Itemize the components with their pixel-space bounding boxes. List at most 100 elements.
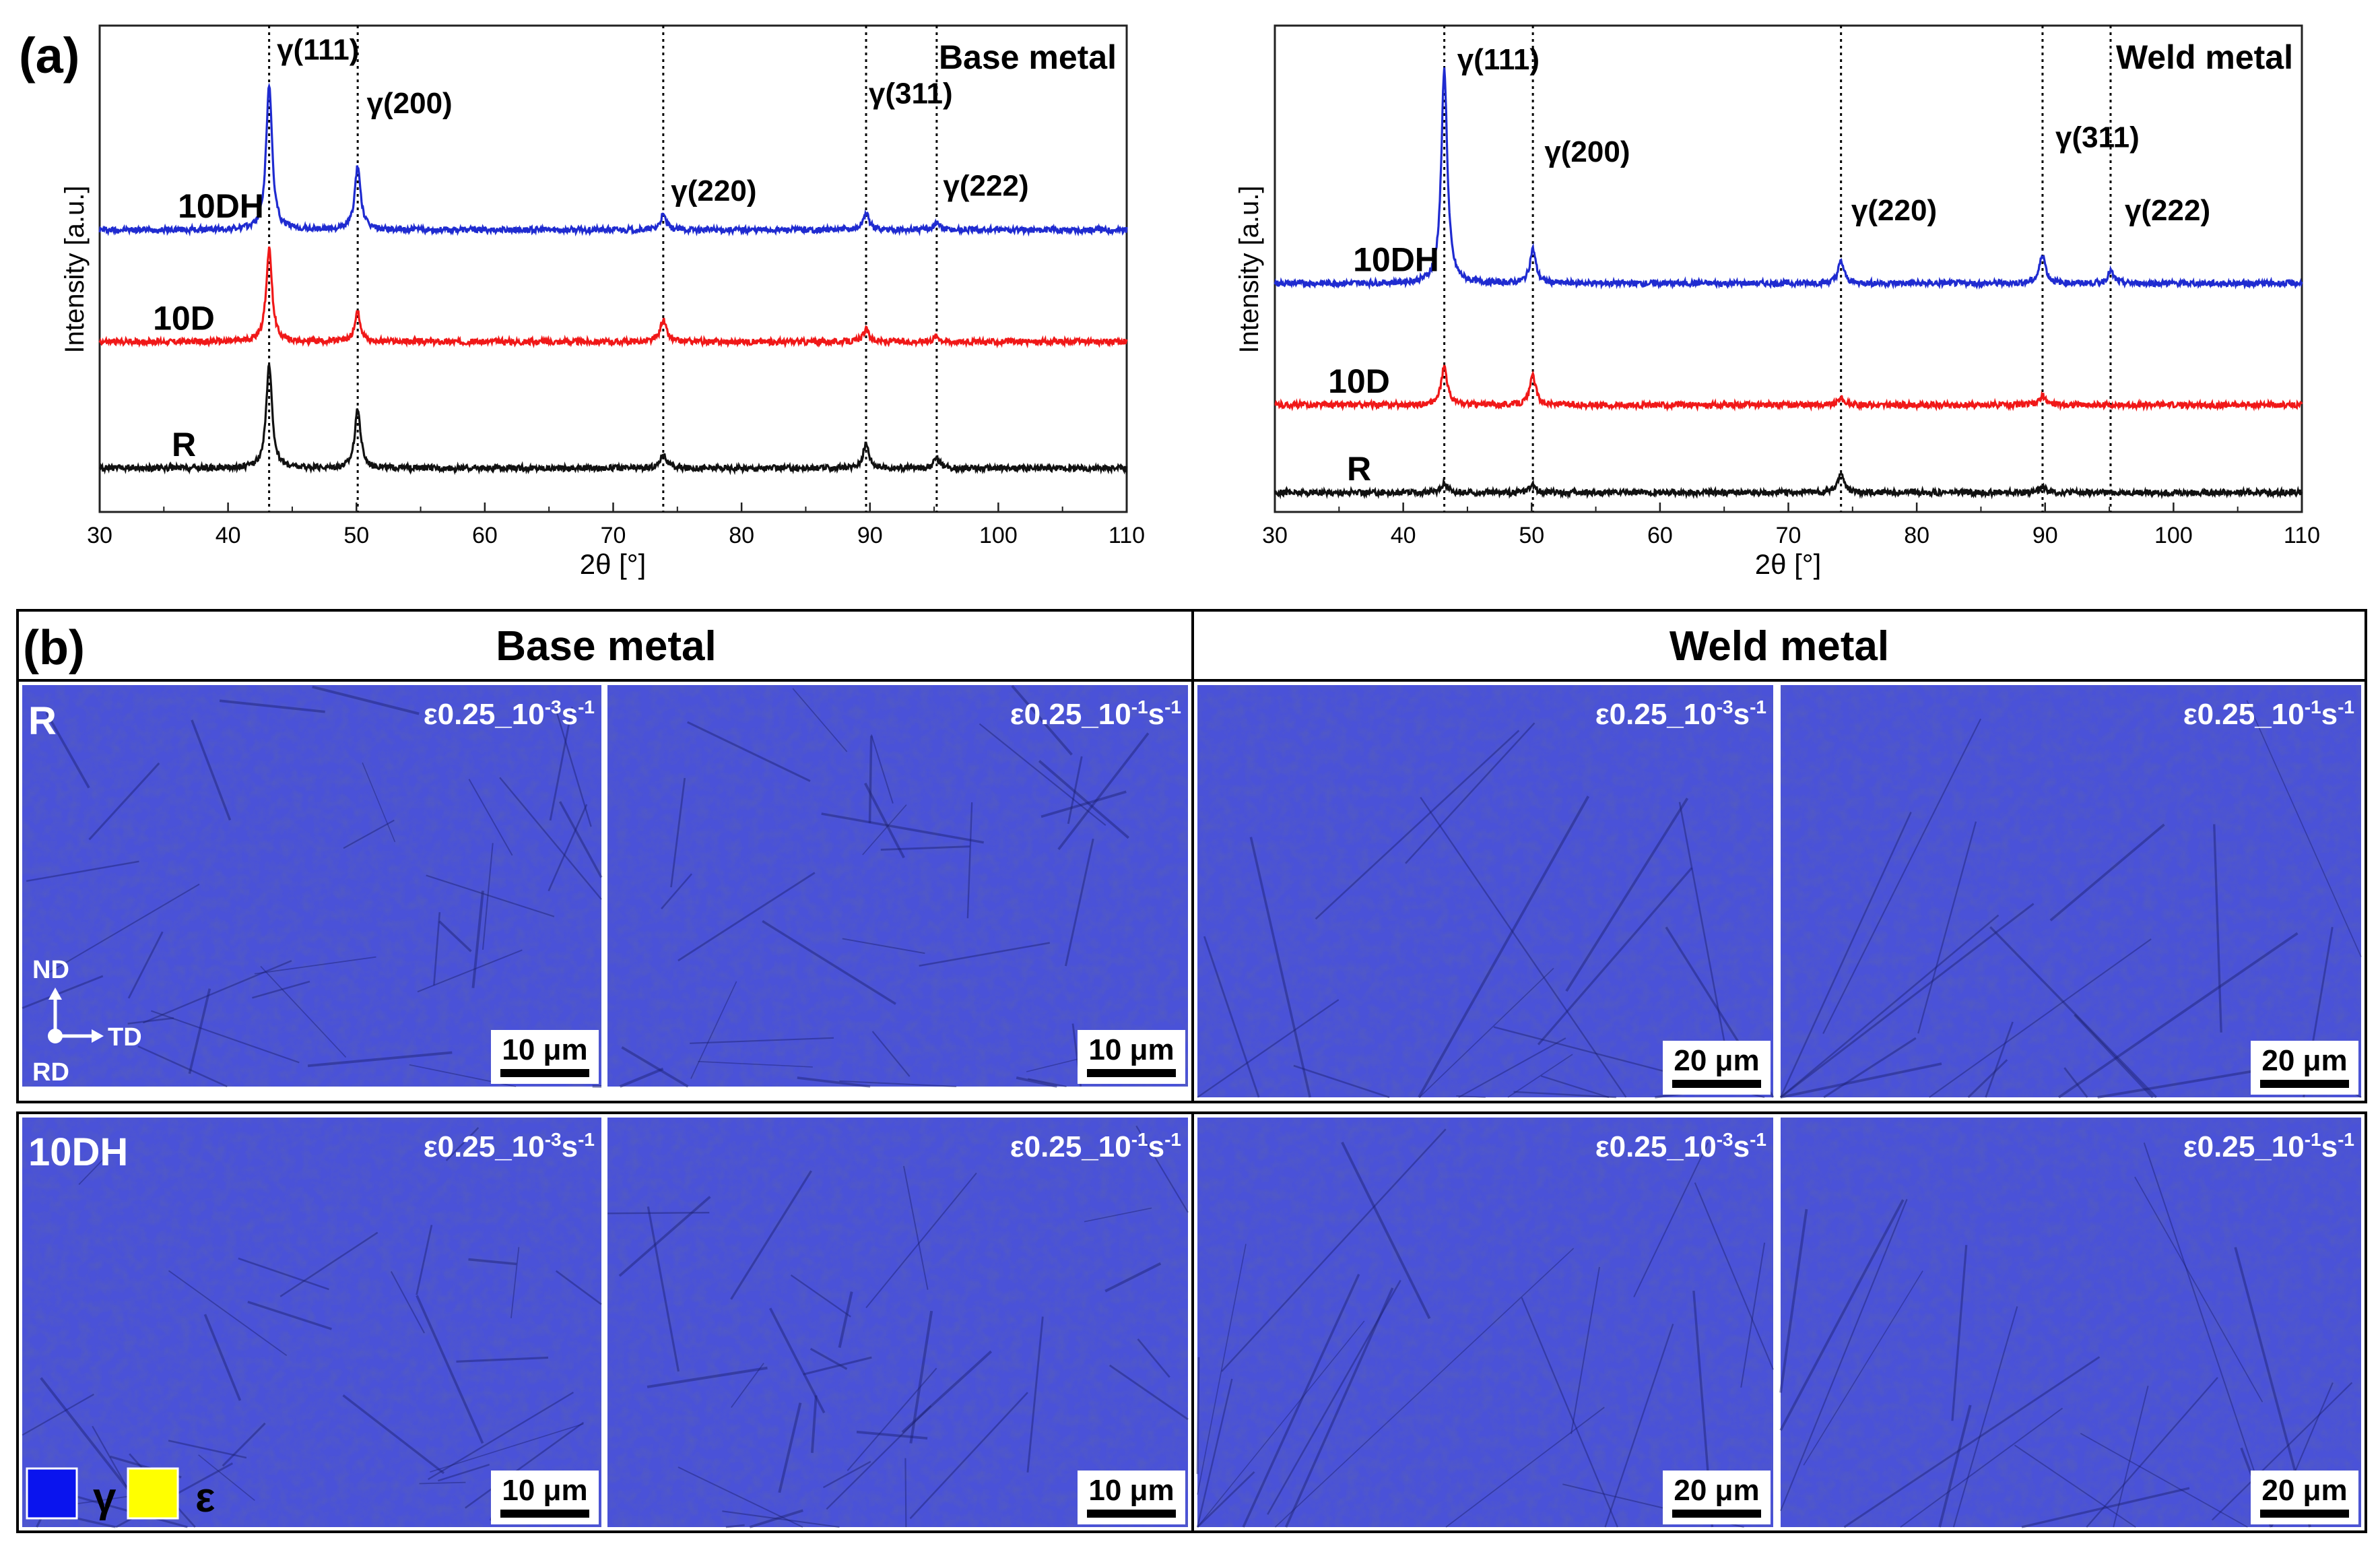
grain-boundary (362, 762, 396, 843)
peak-lines (268, 26, 938, 512)
grain-boundary (549, 707, 574, 821)
grain-boundary (1513, 1091, 1616, 1099)
grain-boundary (749, 1509, 803, 1528)
grain-boundary (471, 891, 484, 988)
grain-boundary (1221, 1128, 1447, 1372)
grain-boundary (1779, 1199, 1905, 1431)
grain-boundary (191, 719, 232, 821)
grain-boundary (465, 1421, 585, 1509)
grain-boundary (78, 1149, 114, 1186)
grain-boundary (1458, 1037, 1566, 1098)
grain-boundary (839, 1080, 957, 1087)
grain-boundary (1315, 730, 1520, 920)
grain-boundary (45, 712, 90, 789)
grain-boundary (426, 874, 555, 917)
scale-bar-label: 10 μm (1088, 1033, 1174, 1066)
grain-boundary (826, 1405, 932, 1510)
grain-boundary (2049, 823, 2165, 922)
grain-boundary (445, 1127, 480, 1161)
grain-boundary (307, 1051, 453, 1068)
scale-bar-label: 10 μm (502, 1033, 587, 1066)
series-label-r: R (172, 426, 196, 463)
orientation-axes: ND TD RD (32, 956, 142, 1087)
grain-boundary (198, 1454, 255, 1501)
grain-boundary (778, 1402, 802, 1493)
ebsd-map: ε0.25_10-1s-1 20 μm (1779, 1118, 2361, 1528)
grain-boundary (1823, 1037, 1917, 1099)
grain-boundary (1780, 903, 2035, 1099)
peak-labels: γ(111) γ(200) γ(220) γ(311) γ(222) (1457, 43, 2210, 227)
x-ticks: 30 40 50 60 70 80 90 100 110 (87, 503, 1145, 548)
frame-r-weld (1191, 679, 2367, 1103)
scale-bar (1087, 1069, 1176, 1077)
grain-boundary (2080, 1433, 2248, 1528)
grain-boundary (1064, 838, 1094, 967)
grain-boundary (1951, 1245, 1968, 1421)
grain-boundary (127, 931, 164, 999)
grain-boundary (803, 1356, 872, 1376)
grain-boundary (1420, 797, 1627, 1098)
grain-boundary (456, 1356, 549, 1363)
grain-boundary (1694, 1182, 1774, 1370)
x-ticks: 30 40 50 60 70 80 90 100 110 (1262, 503, 2320, 548)
grain-boundary (1284, 1287, 1394, 1528)
peak-label: γ(222) (2125, 194, 2210, 227)
ebsd-map-texture (1781, 685, 2361, 1097)
series-line-10dh (1274, 67, 2303, 290)
grain-boundary (2014, 1444, 2136, 1528)
grain-boundary (219, 699, 325, 713)
ebsd-map-texture (607, 685, 1188, 1087)
x-tick-label: 40 (1391, 523, 1416, 548)
grain-boundary (821, 812, 985, 844)
grain-boundary (1565, 798, 1689, 992)
grain-boundary (1780, 1062, 1942, 1099)
grain-boundary (647, 1366, 768, 1388)
grain-boundary (902, 1165, 929, 1290)
x-tick-label: 100 (2154, 523, 2193, 548)
grain-boundary (1026, 1316, 1044, 1473)
grain-boundary (556, 711, 592, 827)
series-label-10dh: 10DH (1353, 241, 1439, 279)
x-tick-label: 90 (857, 523, 883, 548)
y-axis-label: Intensity [a.u.] (1234, 185, 1264, 353)
grain-boundary (279, 1231, 378, 1297)
grain-boundary (722, 1510, 840, 1528)
grain-boundary (661, 873, 692, 909)
grain-boundary (856, 1430, 928, 1440)
grain-boundary (1537, 867, 1693, 1045)
grain-boundary (1507, 1054, 1573, 1098)
rd-dot-icon (48, 1029, 63, 1043)
grain-boundary (238, 1257, 329, 1291)
grain-boundary (619, 1067, 664, 1088)
grain-boundary (188, 988, 211, 1074)
series-label-10dh: 10DH (178, 187, 264, 225)
grain-boundary (1604, 1324, 1674, 1528)
legend-epsilon-swatch (127, 1467, 179, 1520)
ebsd-map: ε0.25_10-3s-1 10 μm (22, 685, 603, 1088)
grain-boundary (555, 1270, 602, 1305)
grain-boundary (690, 981, 737, 1079)
grain-boundary (1822, 718, 1982, 1034)
grain-boundary (790, 1274, 851, 1318)
grain-boundary (254, 956, 376, 975)
legend-gamma-swatch (26, 1467, 78, 1520)
grain-boundary (419, 1481, 466, 1485)
x-tick-label: 70 (601, 523, 626, 548)
x-tick-label: 30 (1262, 523, 1288, 548)
xrd-chart-weld-metal: 30 40 50 60 70 80 90 100 110 γ(111)γ(200)γ(220)γ… (1234, 24, 2320, 580)
ebsd-map: ε0.25_10-1s-1 10 μm (607, 1118, 1189, 1528)
grain-boundary (1196, 1378, 1233, 1528)
grain-boundary (1540, 1075, 1610, 1099)
panel-b-label: (b) (23, 621, 85, 675)
scale-bar (500, 1069, 589, 1077)
grain-boundary (168, 1270, 288, 1357)
grain-boundary (2074, 1013, 2154, 1099)
grain-boundary (1967, 1059, 2008, 1099)
scale-bar (1087, 1510, 1176, 1518)
grain-boundary (1989, 926, 2158, 1099)
series-line-r (1274, 472, 2303, 500)
grain-boundary (1104, 1262, 1162, 1293)
grain-boundary (430, 1423, 584, 1473)
ebsd-map: ε0.25_10-3s-1 20 μm (1197, 685, 1775, 1099)
